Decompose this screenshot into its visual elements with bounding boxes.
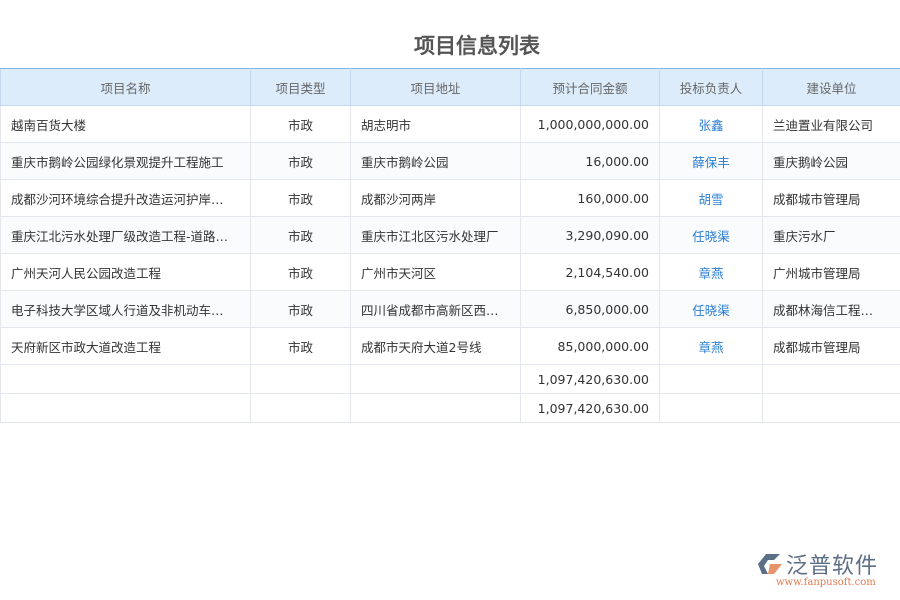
summary-total: 1,097,420,630.00: [520, 364, 660, 394]
cell-unit: 广州城市管理局: [762, 253, 900, 291]
cell-type: 市政: [250, 216, 351, 254]
table-row[interactable]: 成都沙河环境综合提升改造运河护岸… 市政 成都沙河两岸 160,000.00 胡雪 成都城…: [0, 179, 900, 217]
cell-name: 重庆江北污水处理厂级改造工程-道路…: [0, 216, 251, 254]
cell-unit: 重庆鹅岭公园: [762, 142, 900, 180]
cell-name: 重庆市鹅岭公园绿化景观提升工程施工: [0, 142, 251, 180]
empty-cell: [350, 364, 521, 394]
cell-type: 市政: [250, 142, 351, 180]
cell-name: 天府新区市政大道改造工程: [0, 327, 251, 365]
cell-amount: 160,000.00: [520, 179, 660, 217]
cell-unit: 兰迪置业有限公司: [762, 105, 900, 143]
empty-cell: [0, 393, 251, 423]
logo-name: 泛普软件: [786, 554, 879, 579]
table-row[interactable]: 广州天河人民公园改造工程 市政 广州市天河区 2,104,540.00 章燕 广州城市管理…: [0, 253, 900, 291]
cell-type: 市政: [250, 290, 351, 328]
page-title: 项目信息列表: [414, 34, 540, 58]
column-header[interactable]: 项目地址: [350, 68, 521, 106]
column-header[interactable]: 投标负责人: [659, 68, 763, 106]
cell-manager[interactable]: 任晓渠: [659, 216, 763, 254]
table-row[interactable]: 天府新区市政大道改造工程 市政 成都市天府大道2号线 85,000,000.00 章燕成…: [0, 327, 900, 365]
logo-url: www.fanpusoft.com: [776, 577, 876, 588]
cell-unit: 成都城市管理局: [762, 327, 900, 365]
empty-cell: [659, 393, 763, 423]
cell-name: 电子科技大学区域人行道及非机动车…: [0, 290, 251, 328]
cell-manager[interactable]: 张鑫: [659, 105, 763, 143]
cell-manager[interactable]: 任晓渠: [659, 290, 763, 328]
cell-address: 成都市天府大道2号线: [350, 327, 521, 365]
summary-row: 1,097,420,630.00: [0, 364, 900, 394]
cell-amount: 6,850,000.00: [520, 290, 660, 328]
cell-unit: 成都城市管理局: [762, 179, 900, 217]
cell-address: 四川省成都市高新区西…: [350, 290, 521, 328]
table-row[interactable]: 重庆市鹅岭公园绿化景观提升工程施工 市政 重庆市鹅岭公园 16,000.00 薛保丰 重庆…: [0, 142, 900, 180]
empty-cell: [250, 393, 351, 423]
table-row[interactable]: 电子科技大学区域人行道及非机动车… 市政 四川省成都市高新区西… 6,850,000.…: [0, 290, 900, 328]
empty-cell: [350, 393, 521, 423]
summary-row: 1,097,420,630.00: [0, 393, 900, 423]
cell-name: 越南百货大楼: [0, 105, 251, 143]
cell-manager[interactable]: 胡雪: [659, 179, 763, 217]
cell-address: 重庆市鹅岭公园: [350, 142, 521, 180]
cell-amount: 1,000,000,000.00: [520, 105, 660, 143]
empty-cell: [0, 364, 251, 394]
cell-amount: 3,290,090.00: [520, 216, 660, 254]
column-header[interactable]: 项目类型: [250, 68, 351, 106]
empty-cell: [250, 364, 351, 394]
cell-type: 市政: [250, 253, 351, 291]
cell-type: 市政: [250, 105, 351, 143]
empty-cell: [762, 364, 900, 394]
cell-address: 广州市天河区: [350, 253, 521, 291]
cell-name: 成都沙河环境综合提升改造运河护岸…: [0, 179, 251, 217]
table-row[interactable]: 重庆江北污水处理厂级改造工程-道路… 市政 重庆市江北区污水处理厂 3,290,090…: [0, 216, 900, 254]
cell-address: 成都沙河两岸: [350, 179, 521, 217]
cell-manager[interactable]: 章燕: [659, 253, 763, 291]
cell-manager[interactable]: 薛保丰: [659, 142, 763, 180]
summary-total: 1,097,420,630.00: [520, 393, 660, 423]
cell-name: 广州天河人民公园改造工程: [0, 253, 251, 291]
table-row[interactable]: 越南百货大楼 市政 胡志明市 1,000,000,000.00 张鑫 兰迪置业有限公司: [0, 105, 900, 143]
column-header[interactable]: 建设单位: [762, 68, 900, 106]
cell-unit: 重庆污水厂: [762, 216, 900, 254]
empty-cell: [762, 393, 900, 423]
cell-amount: 16,000.00: [520, 142, 660, 180]
column-header[interactable]: 预计合同金额: [520, 68, 660, 106]
fanpu-logo: 泛普软件 www.fanpusoft.com: [758, 548, 888, 592]
column-header[interactable]: 项目名称: [0, 68, 251, 106]
cell-amount: 85,000,000.00: [520, 327, 660, 365]
empty-cell: [659, 364, 763, 394]
table-header: 项目名称 项目类型 项目地址 预计合同金额 投标负责人 建设单位: [0, 68, 900, 106]
cell-address: 重庆市江北区污水处理厂: [350, 216, 521, 254]
cell-address: 胡志明市: [350, 105, 521, 143]
cell-manager[interactable]: 章燕: [659, 327, 763, 365]
project-table: 项目名称 项目类型 项目地址 预计合同金额 投标负责人 建设单位 越南百货大楼市…: [0, 68, 900, 423]
cell-unit: 成都林海信工程…: [762, 290, 900, 328]
cell-type: 市政: [250, 179, 351, 217]
cell-amount: 2,104,540.00: [520, 253, 660, 291]
logo-mark-icon: [758, 554, 782, 574]
cell-type: 市政: [250, 327, 351, 365]
